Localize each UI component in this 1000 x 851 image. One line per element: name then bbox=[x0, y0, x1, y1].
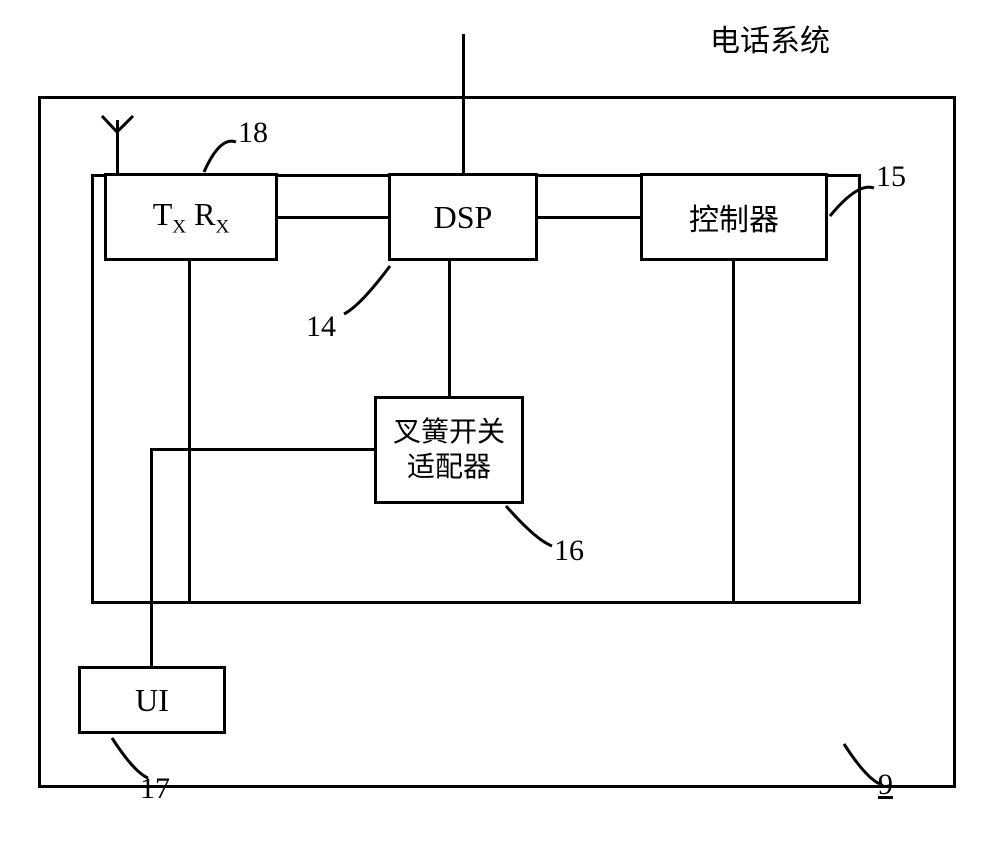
ref-14-leader bbox=[342, 262, 398, 318]
ref-16: 16 bbox=[554, 534, 584, 568]
connector-dsp-hook bbox=[448, 261, 451, 396]
connector-txrx-bottom bbox=[188, 261, 191, 604]
connector-ctrl-bottom bbox=[732, 261, 735, 604]
connector-dsp-ctrl bbox=[538, 216, 640, 219]
txrx-block: TX RX bbox=[104, 173, 278, 261]
ui-label: UI bbox=[135, 682, 169, 719]
antenna-y-icon bbox=[100, 114, 136, 134]
dsp-block: DSP bbox=[388, 173, 538, 261]
ui-block: UI bbox=[78, 666, 226, 734]
connector-hook-ui-v bbox=[150, 448, 153, 666]
ref-18: 18 bbox=[238, 116, 268, 150]
controller-block: 控制器 bbox=[640, 173, 828, 261]
controller-label: 控制器 bbox=[689, 195, 779, 239]
ref-15: 15 bbox=[876, 160, 906, 194]
diagram-canvas: 电话系统 TX RX DSP 控制器 叉簧开关 适配器 UI bbox=[0, 0, 1000, 851]
connector-hook-ui-h bbox=[150, 448, 374, 451]
connector-txrx-dsp bbox=[278, 216, 388, 219]
ref-17-leader bbox=[108, 734, 156, 782]
ref-14: 14 bbox=[306, 310, 336, 344]
dsp-label: DSP bbox=[434, 199, 493, 236]
hookswitch-label: 叉簧开关 适配器 bbox=[393, 415, 505, 485]
hookswitch-block: 叉簧开关 适配器 bbox=[374, 396, 524, 504]
ref-9-leader bbox=[840, 740, 888, 788]
txrx-label: TX RX bbox=[153, 196, 230, 238]
ref-16-leader bbox=[500, 502, 556, 550]
ref-18-leader bbox=[200, 128, 240, 174]
ref-15-leader bbox=[828, 176, 876, 222]
diagram-title: 电话系统 bbox=[710, 16, 830, 60]
